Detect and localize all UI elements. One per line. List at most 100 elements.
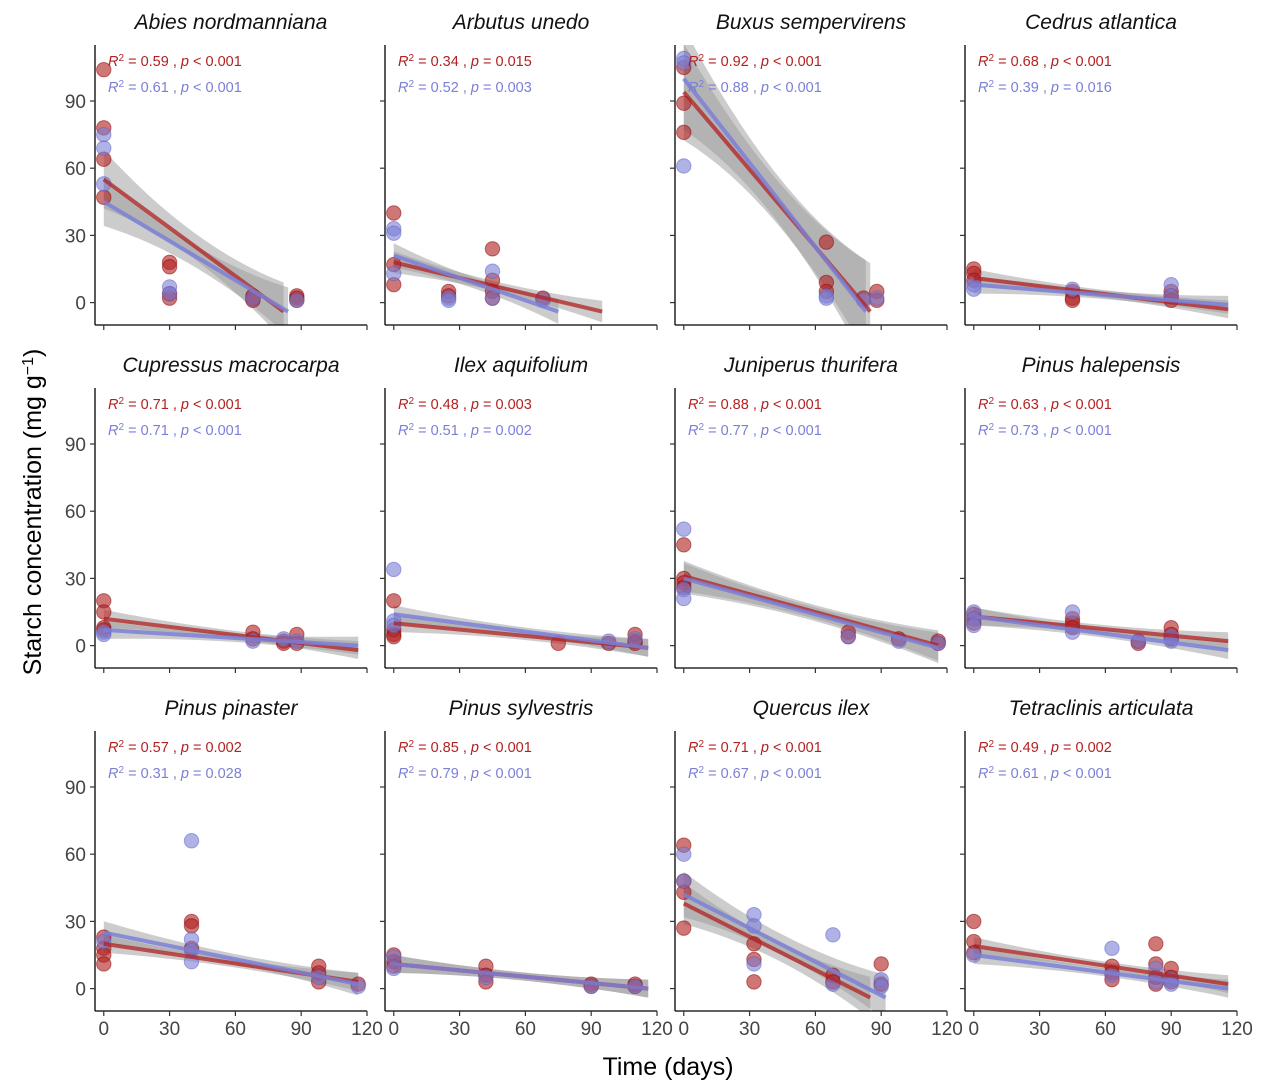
data-point-blue <box>96 126 112 143</box>
x-tick-label: 90 <box>871 1019 892 1040</box>
data-point-blue <box>484 290 501 306</box>
y-tick-label: 0 <box>75 294 86 315</box>
plot-area <box>96 593 359 659</box>
stat-label-blue: R2 = 0.67 , p < 0.001 <box>688 765 822 783</box>
stat-label-red: R2 = 0.63 , p < 0.001 <box>978 396 1112 414</box>
x-axis-title: Time (days) <box>602 1053 733 1081</box>
x-tick-label: 120 <box>351 1019 383 1040</box>
y-tick-label: 30 <box>65 226 86 247</box>
data-point-blue <box>1064 604 1081 620</box>
stat-label-blue: R2 = 0.31 , p = 0.028 <box>108 765 242 783</box>
fit-line-red <box>393 260 603 314</box>
panel-quercus-ilex: Quercus ilex R2 = 0.71 , p < 0.001 R2 = 0.… <box>670 697 963 1040</box>
data-point-blue <box>440 292 457 309</box>
data-point-blue <box>840 628 856 645</box>
x-tick-label: 0 <box>388 1019 399 1040</box>
panel-cupressus-macrocarpa: Cupressus macrocarpa R2 = 0.71 , p < 0.00… <box>65 354 368 673</box>
panel-title: Pinus halepensis <box>1022 354 1181 377</box>
stat-label-red: R2 = 0.71 , p < 0.001 <box>108 396 242 414</box>
stat-label-blue: R2 = 0.73 , p < 0.001 <box>978 422 1112 440</box>
data-point-blue <box>676 846 692 862</box>
data-point-blue <box>484 263 501 279</box>
fit-line-blue <box>393 612 649 650</box>
y-tick-label: 60 <box>65 845 86 866</box>
x-tick-label: 90 <box>581 1019 602 1040</box>
panel-ilex-aquifolium: Ilex aquifolium R2 = 0.48 , p = 0.003 R2 =… <box>380 354 658 673</box>
data-point-red <box>96 61 112 78</box>
x-tick-label: 120 <box>931 1019 963 1040</box>
panel-title: Cedrus atlantica <box>1025 11 1177 34</box>
fit-line-blue <box>102 200 290 314</box>
panel-title: Abies nordmanniana <box>133 11 328 34</box>
y-tick-label: 90 <box>65 435 86 456</box>
plot-area <box>676 837 889 1011</box>
data-point-red <box>161 259 178 275</box>
plot-area <box>676 521 946 664</box>
stat-label-blue: R2 = 0.77 , p < 0.001 <box>688 422 822 440</box>
stat-label-red: R2 = 0.48 , p = 0.003 <box>398 396 532 414</box>
data-point-red <box>1148 936 1164 952</box>
data-point-blue <box>966 617 982 634</box>
x-tick-label: 0 <box>968 1019 979 1040</box>
fit-line-blue <box>103 930 359 987</box>
panel-title: Ilex aquifolium <box>454 354 588 377</box>
data-point-blue <box>825 927 841 943</box>
stat-label-blue: R2 = 0.39 , p = 0.016 <box>978 79 1112 97</box>
x-tick-label: 30 <box>1029 1019 1050 1040</box>
data-point-red <box>386 593 402 609</box>
data-point-red <box>818 234 835 250</box>
panel-pinus-halepensis: Pinus halepensis R2 = 0.63 , p < 0.001 R2 … <box>960 354 1238 673</box>
y-tick-label: 60 <box>65 159 86 180</box>
data-point-blue <box>676 158 692 174</box>
y-tick-label: 60 <box>65 502 86 523</box>
fit-line-red <box>682 901 872 1000</box>
plot-area <box>96 61 305 325</box>
x-tick-label: 60 <box>225 1019 246 1040</box>
x-tick-label: 0 <box>678 1019 689 1040</box>
panel-title: Buxus sempervirens <box>716 11 907 34</box>
data-point-blue <box>676 590 692 607</box>
stat-label-red: R2 = 0.85 , p < 0.001 <box>398 739 532 757</box>
fit-line-red <box>683 574 939 648</box>
stat-label-red: R2 = 0.59 , p < 0.001 <box>108 53 242 71</box>
fit-line-blue <box>393 253 559 314</box>
panel-tetraclinis-articulata: Tetraclinis articulata R2 = 0.49 , p = 0.… <box>960 697 1253 1040</box>
fit-line-blue <box>682 892 887 1000</box>
panel-title: Cupressus macrocarpa <box>122 354 339 377</box>
panel-pinus-sylvestris: Pinus sylvestris R2 = 0.85 , p < 0.001 R2 … <box>380 697 673 1040</box>
x-tick-label: 60 <box>805 1019 826 1040</box>
data-point-red <box>966 913 982 930</box>
plot-area <box>966 604 1229 659</box>
x-tick-label: 60 <box>1095 1019 1116 1040</box>
x-tick-label: 120 <box>641 1019 673 1040</box>
y-tick-label: 90 <box>65 778 86 799</box>
data-point-red <box>96 604 112 620</box>
data-point-blue <box>96 933 112 950</box>
fit-line-blue <box>973 953 1229 991</box>
data-point-red <box>96 956 112 972</box>
fit-line-blue <box>973 614 1229 653</box>
data-point-blue <box>1104 940 1120 956</box>
data-point-red <box>873 956 889 972</box>
fit-line-red <box>973 944 1229 987</box>
x-tick-label: 30 <box>449 1019 470 1040</box>
x-tick-label: 90 <box>291 1019 312 1040</box>
plot-area <box>386 205 603 324</box>
panel-title: Quercus ilex <box>753 697 871 720</box>
x-tick-label: 60 <box>515 1019 536 1040</box>
x-tick-label: 90 <box>1161 1019 1182 1040</box>
fit-line-blue <box>683 576 939 650</box>
panel-title: Arbutus unedo <box>451 11 590 34</box>
panel-title: Tetraclinis articulata <box>1009 697 1194 720</box>
plot-area <box>966 261 1229 319</box>
plot-area <box>386 561 649 657</box>
panel-title: Pinus sylvestris <box>449 697 594 720</box>
data-point-blue <box>386 225 402 241</box>
panel-pinus-pinaster: Pinus pinaster R2 = 0.57 , p = 0.002 R2 = … <box>65 697 383 1040</box>
data-point-blue <box>96 140 112 156</box>
panel-buxus-sempervirens: Buxus sempervirens R2 = 0.92 , p < 0.001 R… <box>670 11 948 330</box>
stat-label-blue: R2 = 0.52 , p = 0.003 <box>398 79 532 97</box>
data-point-red <box>386 205 402 221</box>
panel-juniperus-thurifera: Juniperus thurifera R2 = 0.88 , p < 0.001… <box>670 354 948 673</box>
stat-label-red: R2 = 0.92 , p < 0.001 <box>688 53 822 71</box>
